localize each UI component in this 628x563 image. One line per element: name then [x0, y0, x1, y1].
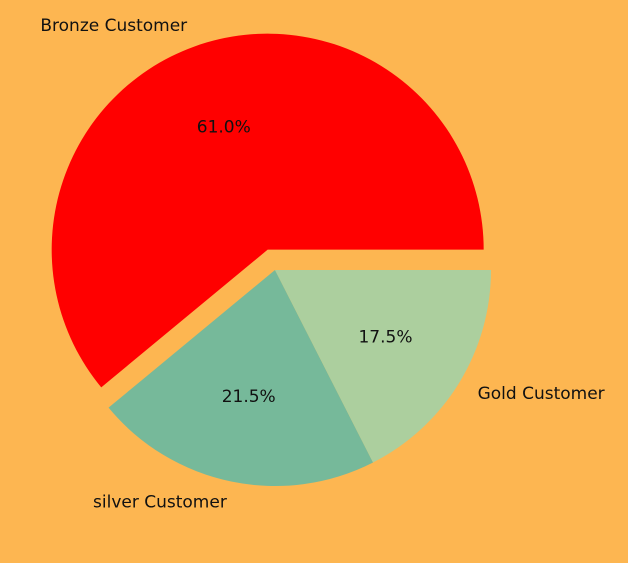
pie-percent-label: 17.5% [358, 328, 412, 348]
pie-slice-label: Gold Customer [478, 384, 605, 404]
pie-percent-label: 61.0% [197, 118, 251, 138]
pie-percent-label: 21.5% [222, 387, 276, 407]
pie-slices [51, 33, 491, 487]
pie-labels: 61.0% Bronze Customer 21.5% silver Customer… [40, 16, 604, 513]
pie-slice-label: Bronze Customer [40, 16, 187, 36]
pie-slice-bronze-customer [51, 33, 484, 388]
pie-slice-label: silver Customer [93, 493, 227, 513]
pie-slice-gold-customer [275, 270, 491, 463]
pie-slice-silver-customer [108, 270, 374, 487]
